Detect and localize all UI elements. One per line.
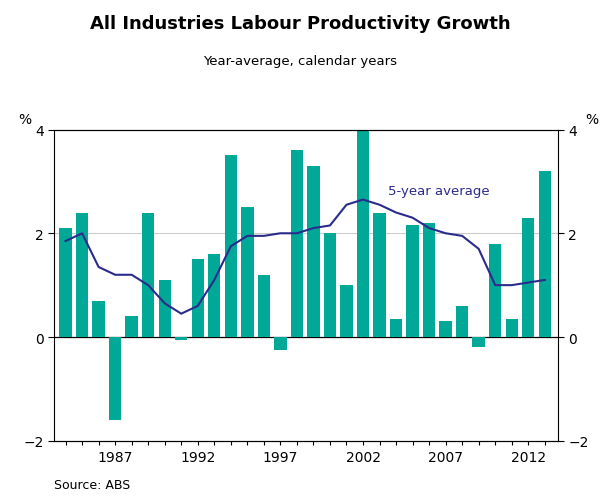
Bar [357, 99, 369, 337]
Text: Source: ABS: Source: ABS [54, 478, 130, 491]
Text: Year-average, calendar years: Year-average, calendar years [203, 55, 397, 68]
Bar [274, 337, 287, 350]
Bar [373, 213, 386, 337]
Bar [125, 317, 138, 337]
Bar [241, 208, 254, 337]
Bar [406, 226, 419, 337]
Bar [307, 166, 320, 337]
Text: 5-year average: 5-year average [388, 184, 490, 197]
Bar [291, 151, 303, 337]
Text: %: % [19, 113, 32, 127]
Bar [489, 244, 502, 337]
Bar [109, 337, 121, 420]
Bar [92, 301, 105, 337]
Bar [76, 213, 88, 337]
Text: All Industries Labour Productivity Growth: All Industries Labour Productivity Growt… [89, 15, 511, 33]
Bar [324, 234, 336, 337]
Bar [456, 306, 469, 337]
Text: %: % [586, 113, 599, 127]
Bar [257, 275, 270, 337]
Bar [208, 255, 220, 337]
Bar [158, 281, 171, 337]
Bar [175, 337, 187, 340]
Bar [423, 223, 436, 337]
Bar [59, 228, 72, 337]
Bar [539, 172, 551, 337]
Bar [390, 319, 402, 337]
Bar [522, 218, 535, 337]
Bar [224, 156, 237, 337]
Bar [191, 260, 204, 337]
Bar [142, 213, 154, 337]
Bar [506, 319, 518, 337]
Bar [439, 322, 452, 337]
Bar [340, 286, 353, 337]
Bar [472, 337, 485, 348]
